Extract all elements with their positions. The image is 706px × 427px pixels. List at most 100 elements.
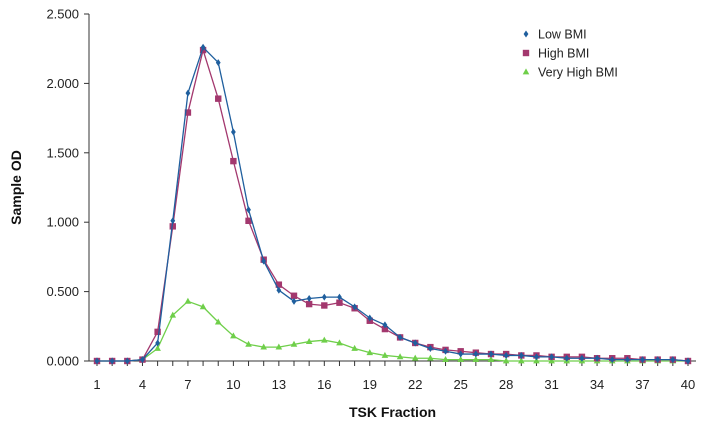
data-point-low-bmi <box>261 257 267 265</box>
data-point-low-bmi <box>337 293 342 301</box>
data-point-low-bmi <box>124 357 130 365</box>
y-tick-label: 0.500 <box>46 284 79 299</box>
data-point-very-high-bmi <box>472 356 480 363</box>
legend-marker-low-bmi <box>523 30 529 38</box>
data-point-very-high-bmi <box>487 356 495 363</box>
data-point-low-bmi <box>534 353 539 361</box>
data-point-very-high-bmi <box>457 356 464 363</box>
data-point-very-high-bmi <box>321 336 328 343</box>
x-tick-label: 37 <box>635 377 649 392</box>
data-point-high-bmi <box>169 223 176 230</box>
data-point-high-bmi <box>305 300 313 308</box>
data-point-low-bmi <box>564 354 570 362</box>
data-point-high-bmi <box>321 302 328 309</box>
data-point-very-high-bmi <box>442 356 449 363</box>
data-point-very-high-bmi <box>199 303 207 310</box>
data-point-high-bmi <box>230 157 237 165</box>
x-axis-title: TSK Fraction <box>349 404 436 420</box>
legend-item-very-high-bmi: Very High BMI <box>522 66 618 80</box>
data-point-very-high-bmi <box>502 357 510 364</box>
data-point-very-high-bmi <box>351 344 358 351</box>
series-line-low-bmi <box>97 46 689 362</box>
series-low-bmi <box>94 43 691 365</box>
data-point-low-bmi <box>473 350 479 358</box>
x-tick-label: 1 <box>93 377 100 392</box>
data-point-low-bmi <box>670 356 676 364</box>
data-point-low-bmi <box>276 286 282 294</box>
legend-item-high-bmi: High BMI <box>522 47 589 61</box>
data-point-very-high-bmi <box>275 343 283 350</box>
data-point-low-bmi <box>443 347 448 355</box>
x-tick-label: 40 <box>681 377 695 392</box>
data-point-very-high-bmi <box>366 349 374 356</box>
data-point-high-bmi <box>184 109 192 116</box>
y-axis-title: Sample OD <box>8 150 24 225</box>
series-line-high-bmi <box>97 47 689 362</box>
data-point-low-bmi <box>306 295 312 303</box>
x-tick-label: 25 <box>453 377 467 392</box>
data-point-low-bmi <box>655 356 661 364</box>
data-point-low-bmi <box>488 350 494 358</box>
x-tick-label: 28 <box>499 377 513 392</box>
y-tick-label: 1.000 <box>46 215 79 230</box>
data-point-very-high-bmi <box>427 354 434 361</box>
data-point-low-bmi <box>458 350 464 358</box>
data-point-low-bmi <box>640 356 645 364</box>
data-point-low-bmi <box>170 217 176 225</box>
data-point-low-bmi <box>246 206 251 214</box>
series-group <box>93 43 692 365</box>
data-point-low-bmi <box>624 356 630 364</box>
data-point-high-bmi <box>245 217 252 225</box>
data-point-low-bmi <box>155 339 161 347</box>
data-point-very-high-bmi <box>396 353 404 360</box>
data-point-low-bmi <box>579 354 585 362</box>
series-high-bmi <box>93 46 692 365</box>
legend-label-very-high-bmi: Very High BMI <box>538 66 618 80</box>
data-point-low-bmi <box>594 354 600 362</box>
y-tick-label: 0.000 <box>46 354 79 369</box>
data-point-low-bmi <box>140 356 145 364</box>
legend-label-low-bmi: Low BMI <box>538 28 587 42</box>
x-tick-label: 31 <box>544 377 558 392</box>
data-point-very-high-bmi <box>214 318 222 325</box>
data-point-low-bmi <box>109 357 115 365</box>
y-tick-label: 1.500 <box>46 145 79 160</box>
x-tick-label: 19 <box>363 377 377 392</box>
axes: 0.000 0.500 1.000 1.500 2.000 2.500 1 4 7 10 13 16 1… <box>46 7 696 392</box>
data-point-very-high-bmi <box>230 332 237 339</box>
legend-marker-high-bmi <box>522 49 530 57</box>
data-point-low-bmi <box>518 351 524 359</box>
data-point-low-bmi <box>503 351 509 359</box>
data-point-low-bmi <box>215 59 221 67</box>
data-point-low-bmi <box>609 356 615 364</box>
data-point-very-high-bmi <box>411 354 419 361</box>
data-point-very-high-bmi <box>184 297 192 304</box>
x-tick-label: 7 <box>184 377 191 392</box>
data-point-very-high-bmi <box>548 357 555 364</box>
data-point-low-bmi <box>412 339 418 347</box>
data-point-very-high-bmi <box>260 343 267 350</box>
data-point-low-bmi <box>427 345 433 353</box>
data-point-low-bmi <box>549 353 555 361</box>
data-point-high-bmi <box>381 325 389 333</box>
data-point-low-bmi <box>367 314 373 322</box>
x-tick-label: 13 <box>272 377 286 392</box>
data-point-very-high-bmi <box>305 337 313 344</box>
data-point-high-bmi <box>215 95 222 102</box>
y-tick-label: 2.000 <box>46 76 79 91</box>
data-point-low-bmi <box>352 303 358 311</box>
x-tick-label: 10 <box>226 377 240 392</box>
data-point-very-high-bmi <box>245 340 252 347</box>
data-point-very-high-bmi <box>381 351 389 358</box>
data-point-high-bmi <box>290 292 298 299</box>
data-point-low-bmi <box>291 297 297 305</box>
data-point-low-bmi <box>685 357 691 365</box>
data-point-very-high-bmi <box>518 357 525 364</box>
legend-marker-very-high-bmi <box>522 68 530 75</box>
x-tick-label: 22 <box>408 377 422 392</box>
data-point-very-high-bmi <box>290 340 298 347</box>
data-point-high-bmi <box>336 299 343 306</box>
data-point-low-bmi <box>382 321 388 329</box>
